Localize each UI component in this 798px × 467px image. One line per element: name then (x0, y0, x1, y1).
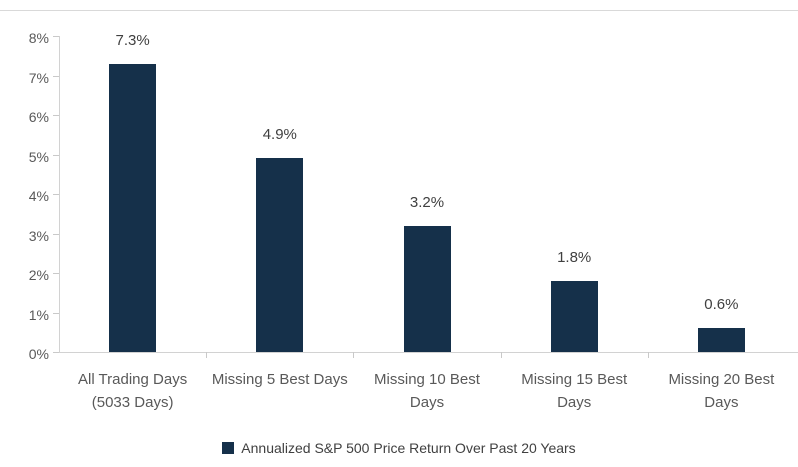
y-tick-label: 5% (28, 148, 49, 165)
y-tick-label: 1% (28, 306, 49, 323)
legend-swatch-icon (222, 442, 235, 454)
legend-label: Annualized S&P 500 Price Return Over Pas… (241, 440, 576, 456)
y-tick-label: 8% (28, 30, 49, 46)
bar (403, 225, 451, 352)
x-tick (353, 352, 355, 358)
bar (256, 158, 304, 352)
x-tick (500, 352, 502, 358)
y-tick-label: 3% (28, 227, 49, 244)
y-tick (53, 352, 59, 353)
y-tick (53, 194, 59, 195)
top-divider (0, 10, 798, 11)
bar-value-label: 0.6% (704, 296, 739, 314)
x-category-label: Missing 15 Best Days (521, 371, 628, 411)
x-tick (206, 352, 208, 358)
x-category-label: Missing 10 Best Days (374, 371, 480, 411)
x-category-label: Missing 20 Best Days (668, 371, 775, 411)
y-tick-label: 2% (28, 267, 49, 283)
bar-value-label: 4.9% (262, 126, 297, 144)
bar-value-label: 7.3% (115, 31, 150, 49)
y-tick-label: 0% (28, 346, 49, 362)
y-tick (53, 36, 59, 37)
x-tick (647, 352, 649, 358)
y-tick (53, 273, 59, 274)
bar-value-label: 1.8% (557, 248, 592, 266)
y-tick (53, 233, 59, 235)
bar (109, 63, 157, 352)
y-tick-label: 7% (28, 69, 49, 86)
bar (550, 280, 598, 352)
y-tick (53, 75, 59, 77)
y-tick (53, 154, 59, 156)
y-tick-label: 4% (28, 188, 49, 204)
x-axis-line (59, 352, 798, 353)
y-tick (53, 115, 59, 116)
y-tick-label: 6% (28, 109, 49, 125)
x-category-label: All Trading Days (5033 Days) (77, 371, 188, 411)
bar-value-label: 3.2% (409, 193, 445, 211)
legend: Annualized S&P 500 Price Return Over Pas… (0, 440, 798, 456)
bar (697, 328, 745, 352)
y-axis-line (59, 36, 60, 352)
x-category-label: Missing 5 Best Days (211, 371, 348, 388)
y-tick (53, 312, 59, 314)
